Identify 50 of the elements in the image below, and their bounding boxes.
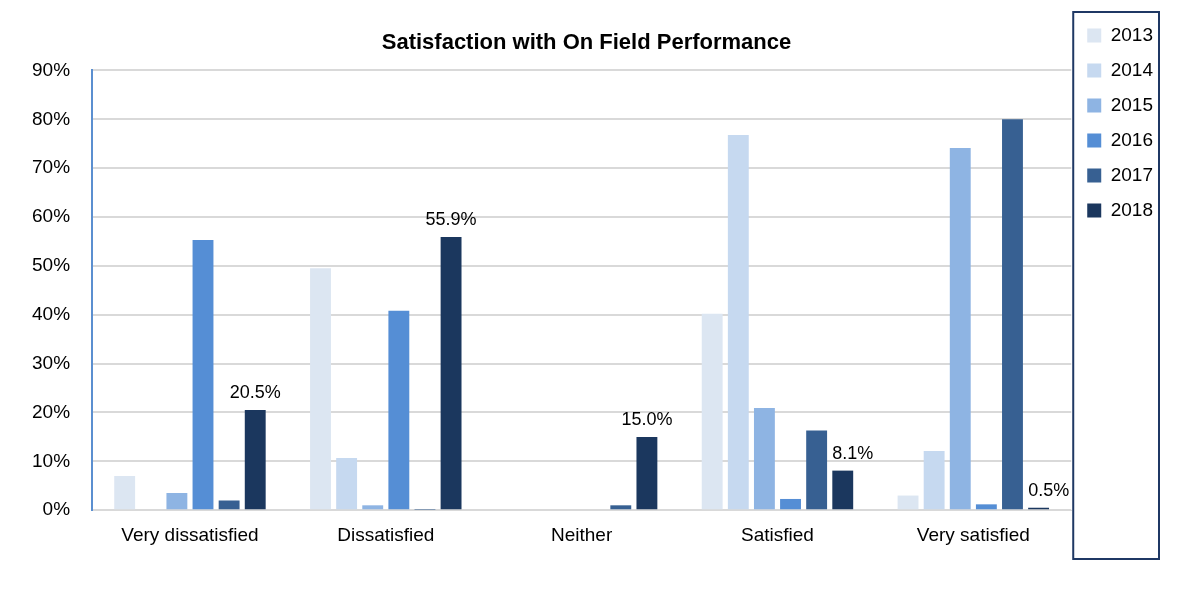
bar [244,410,266,510]
x-tick-label: Dissatisfied [337,523,435,545]
bar [727,134,749,510]
data-label: 0.5% [1028,479,1070,500]
legend-label: 2015 [1110,93,1154,115]
bar [218,500,240,510]
bar [923,451,945,510]
y-tick-label: 20% [32,400,71,422]
bar [806,430,828,510]
legend-label: 2014 [1110,58,1154,80]
x-tick-label: Satisfied [741,523,814,545]
bar [753,408,775,510]
x-tick-label: Very dissatisfied [121,523,259,545]
y-tick-label: 40% [32,302,71,324]
y-tick-label: 50% [32,254,71,276]
y-tick-label: 80% [32,107,71,129]
bar [897,495,919,510]
bar [780,498,801,510]
data-label: 15.0% [621,408,673,429]
x-tick-label: Very satisfied [916,523,1030,545]
y-tick-label: 60% [32,205,71,227]
legend-label: 2017 [1110,163,1154,185]
x-tick-label: Neither [551,523,613,545]
bar [975,504,997,510]
bar [310,268,331,510]
legend-label: 2018 [1110,198,1154,220]
bar [636,436,658,510]
data-label: 8.1% [832,442,874,463]
bar [610,505,632,510]
chart-title: Satisfaction with On Field Performance [381,29,792,55]
y-tick-label: 10% [32,449,71,471]
bar [336,457,358,510]
y-tick-label: 0% [42,498,71,520]
bar [166,493,188,510]
bar [362,505,384,510]
legend-label: 2013 [1110,23,1154,45]
data-label: 20.5% [229,381,281,402]
bar [949,148,971,510]
bar [388,310,410,510]
y-tick-label: 30% [32,351,71,373]
bar [114,475,136,510]
legend-label: 2016 [1110,128,1154,150]
bar [440,237,462,510]
bar [832,470,854,510]
y-tick-label: 70% [32,156,71,178]
bar [192,239,214,510]
bar [1002,119,1023,510]
bar [701,313,723,510]
y-tick-label: 90% [32,58,71,80]
data-label: 55.9% [425,209,477,229]
